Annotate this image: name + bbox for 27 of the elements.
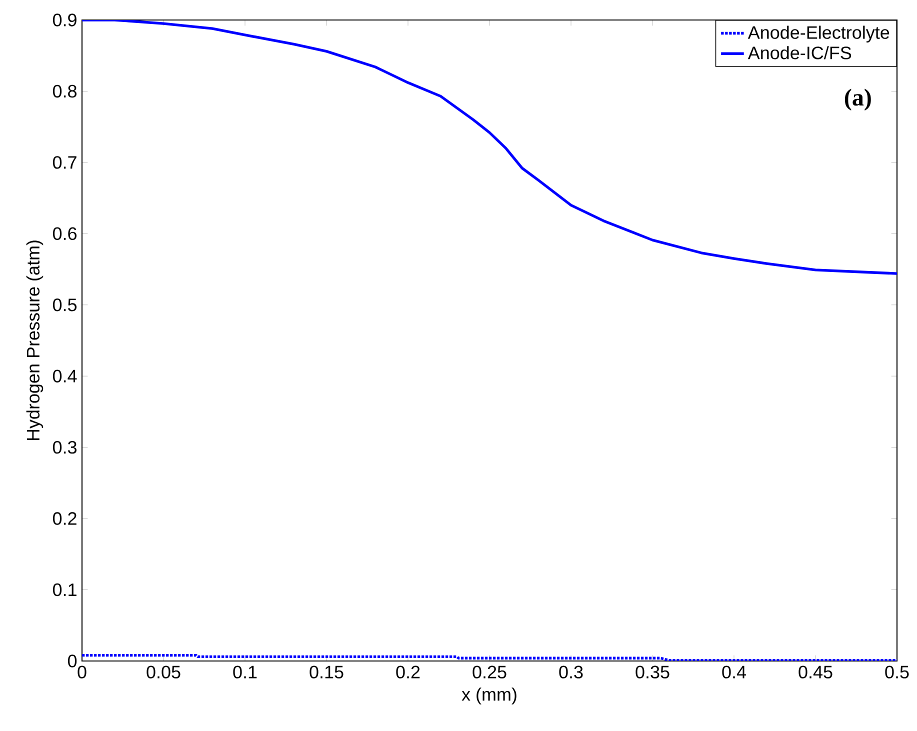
x-tick-label: 0.45: [798, 666, 832, 678]
x-tick-label: 0.3: [559, 666, 583, 678]
y-tick-label: 0.2: [52, 512, 76, 525]
y-tick-label: 0.8: [52, 84, 77, 98]
y-tick-label: 0.7: [52, 156, 76, 169]
x-tick-label: 0.4: [722, 666, 746, 678]
x-tick-label: 0.15: [310, 666, 344, 678]
x-axis-title: x (mm): [462, 688, 516, 704]
line-series: [82, 20, 897, 275]
x-tick-label: 0.25: [472, 666, 506, 678]
y-tick-label: 0.9: [52, 14, 76, 26]
y-tick-label: 0.4: [52, 370, 77, 382]
x-tick-label: 0.2: [396, 666, 420, 678]
y-tick-label: 0.5: [52, 298, 77, 312]
y-tick-label: 0: [68, 654, 77, 668]
x-tick-label: 0.1: [233, 666, 257, 678]
y-tick-label: 0.1: [52, 583, 76, 596]
y-axis-title: Hydrogen Pressure (atm): [26, 240, 44, 440]
x-tick-label: 0.35: [636, 666, 670, 678]
y-tick-label: 0.6: [52, 227, 77, 240]
legend-label: Anode-IC/FS: [748, 46, 852, 60]
x-tick-label: 0: [78, 666, 86, 678]
legend-label: Anode-Electrolyte: [748, 26, 890, 43]
x-tick-label: 0.5: [885, 666, 909, 678]
x-tick-label: 0.05: [146, 666, 180, 678]
y-tick-label: 0.3: [52, 440, 77, 454]
annotation: (a): [844, 88, 871, 111]
